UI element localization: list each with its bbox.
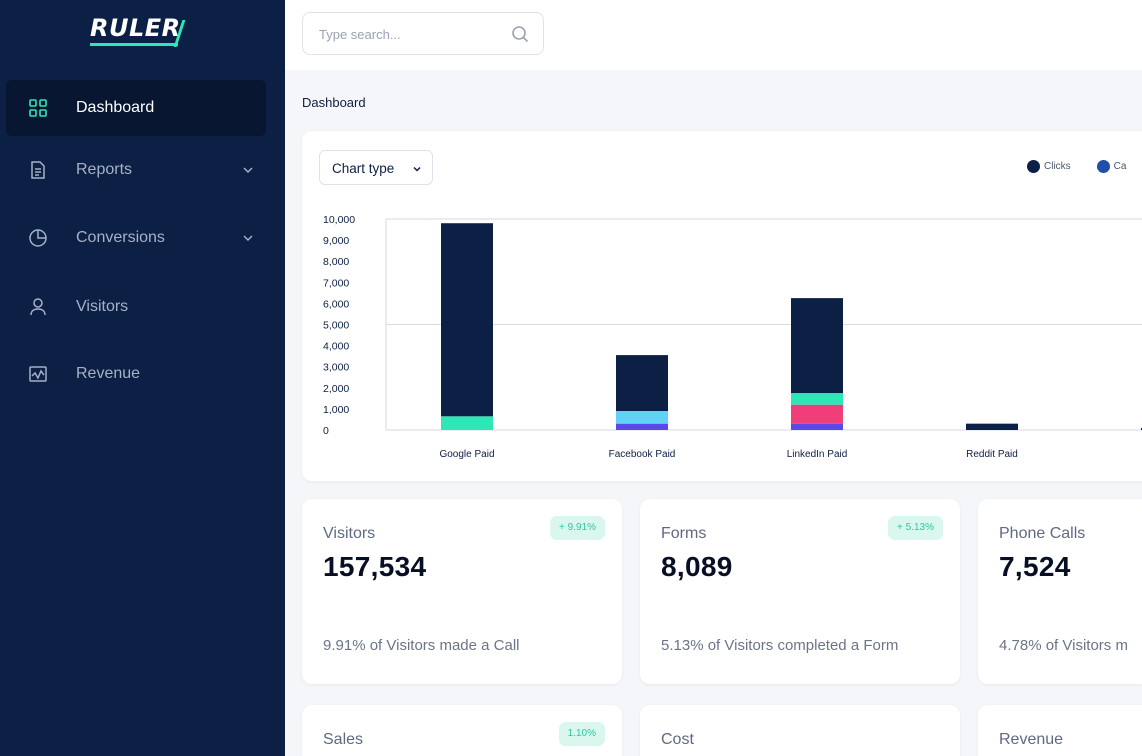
x-tick-label: Facebook Paid <box>609 449 676 460</box>
bar-segment <box>441 223 493 417</box>
sidebar-item-conversions[interactable]: Conversions <box>6 210 266 266</box>
y-tick-label: 5,000 <box>323 320 349 332</box>
stat-card-revenue[interactable]: Revenue <box>978 705 1142 756</box>
stat-badge: 1.10% <box>558 722 605 746</box>
y-tick-label: 2,000 <box>323 383 349 395</box>
document-icon <box>31 161 45 179</box>
legend-item-calls[interactable]: Ca <box>1096 160 1127 173</box>
stat-card-sales[interactable]: Sales 1.10% <box>302 705 622 756</box>
revenue-chart-icon <box>29 366 47 382</box>
grid-icon <box>29 99 47 117</box>
sidebar-item-label: Reports <box>76 161 133 178</box>
chart-legend: Clicks Ca <box>1027 160 1142 173</box>
bar-segment <box>616 355 668 412</box>
stat-card-phone-calls[interactable]: Phone Calls 7,524 4.78% of Visitors m <box>978 499 1142 684</box>
stat-value: 7,524 <box>999 551 1071 582</box>
stat-card-visitors[interactable]: Visitors + 9.91% 157,534 9.91% of Visito… <box>302 499 622 684</box>
legend-dot <box>1027 160 1040 173</box>
x-tick-label: Reddit Paid <box>966 449 1018 460</box>
stat-value: 157,534 <box>323 551 427 582</box>
ruler-logo[interactable]: RULER <box>90 14 190 50</box>
stat-card-cost[interactable]: Cost <box>640 705 960 756</box>
sidebar-item-dashboard[interactable]: Dashboard <box>6 80 266 136</box>
bar-segment <box>966 423 1018 430</box>
y-tick-label: 8,000 <box>323 256 349 268</box>
y-tick-label: 7,000 <box>323 277 349 289</box>
chart-type-dropdown[interactable]: Chart type <box>319 150 433 185</box>
bar-segment <box>791 404 843 424</box>
sidebar-item-reports[interactable]: Reports <box>6 142 266 198</box>
bar-segment <box>616 411 668 424</box>
stat-title: Sales <box>323 731 364 748</box>
stat-title: Phone Calls <box>999 525 1086 542</box>
y-tick-label: 1,000 <box>323 404 349 416</box>
stat-badge: + 5.13% <box>888 516 943 540</box>
sidebar-item-label: Visitors <box>76 298 129 315</box>
bar-segment <box>791 423 843 430</box>
stacked-bar-chart: 0 1,000 2,000 3,000 4,000 5,000 6,000 7,000 8,00… <box>323 214 1142 460</box>
pie-chart-icon <box>29 229 47 247</box>
chevron-down-icon[interactable] <box>242 232 254 244</box>
search-box <box>302 12 544 55</box>
sidebar-item-label: Conversions <box>76 229 165 246</box>
stat-title: Cost <box>661 731 694 748</box>
bar-segment <box>791 393 843 405</box>
stat-description: 4.78% of Visitors m <box>999 637 1128 654</box>
sidebar-item-label: Dashboard <box>76 99 155 116</box>
stat-card-forms[interactable]: Forms + 5.13% 8,089 5.13% of Visitors co… <box>640 499 960 684</box>
stat-value: 8,089 <box>661 551 733 582</box>
legend-item-clicks[interactable]: Clicks <box>1027 160 1071 173</box>
stat-title: Visitors <box>323 525 376 542</box>
y-tick-label: 0 <box>323 425 329 437</box>
stat-description: 5.13% of Visitors completed a Form <box>661 637 899 654</box>
stat-description: 9.91% of Visitors made a Call <box>323 637 520 654</box>
legend-dot <box>1096 160 1110 173</box>
y-tick-label: 10,000 <box>323 214 355 226</box>
x-tick-label: LinkedIn Paid <box>787 449 848 460</box>
logo-underline <box>90 43 178 46</box>
legend-label: Ca <box>1113 161 1127 172</box>
stat-title: Forms <box>661 525 707 542</box>
y-tick-label: 9,000 <box>323 235 349 247</box>
logo-text: RULER <box>90 14 181 42</box>
sidebar-item-label: Revenue <box>76 365 141 382</box>
x-tick-label: Google Paid <box>439 449 494 460</box>
user-icon <box>30 298 46 316</box>
legend-label: Clicks <box>1044 161 1071 172</box>
chevron-down-icon[interactable] <box>242 164 254 176</box>
stat-title: Revenue <box>999 731 1064 748</box>
chevron-down-icon <box>413 166 421 172</box>
search-icon[interactable] <box>511 25 529 43</box>
sidebar-item-visitors[interactable]: Visitors <box>6 279 266 335</box>
y-tick-label: 3,000 <box>323 362 349 374</box>
chart-type-label: Chart type <box>332 161 395 176</box>
sidebar-item-revenue[interactable]: Revenue <box>6 346 266 402</box>
bar-segment <box>791 298 843 394</box>
breadcrumb: Dashboard <box>302 95 366 110</box>
stat-badge: + 9.91% <box>550 516 605 540</box>
y-tick-label: 4,000 <box>323 341 349 353</box>
y-tick-label: 6,000 <box>323 298 349 310</box>
sidebar: RULER Dashboard Reports Conversions Visi… <box>0 0 285 756</box>
search-input[interactable] <box>319 24 509 44</box>
chart-card: Chart type Clicks Ca 0 1,000 2,000 3,000 4,0… <box>302 131 1142 481</box>
bar-segment <box>441 416 493 430</box>
bar-segment <box>616 423 668 430</box>
